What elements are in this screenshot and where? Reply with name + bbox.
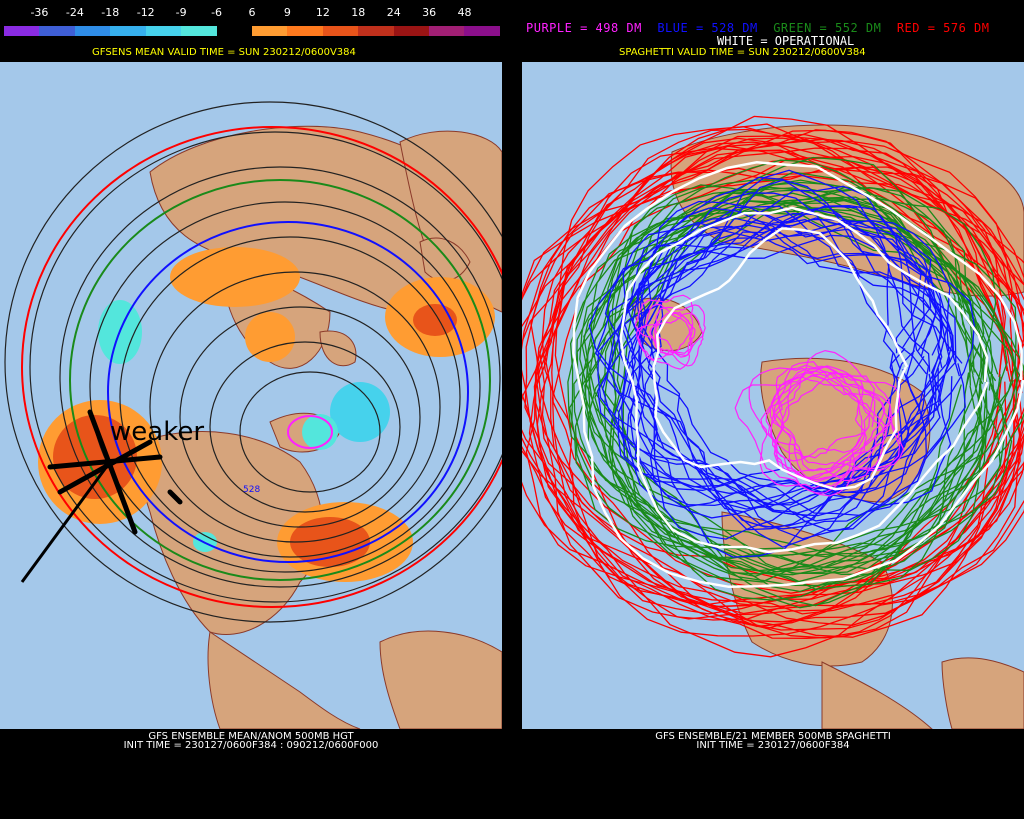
anomaly-colorbar: -36 -24 -18 -12 -9 -6 6 9 12 18 24 36 48: [4, 4, 500, 38]
colorbar-swatch: [181, 26, 217, 36]
colorbar-label: 9: [283, 6, 291, 19]
spaghetti-contour: [572, 161, 1024, 589]
colorbar-swatch: [145, 26, 182, 36]
spaghetti-contour: [533, 137, 1019, 615]
spaghetti-contour: [765, 361, 863, 462]
spaghetti-contour: [634, 294, 694, 356]
spaghetti-contour: [573, 186, 1001, 575]
spaghetti-contour: [539, 115, 1024, 620]
colorbar-labels: -36 -24 -18 -12 -9 -6 6 9 12 18 24 36 48: [4, 4, 500, 20]
colorbar-swatch: [110, 26, 146, 36]
legend-green: GREEN = 552 DM: [773, 21, 882, 35]
spaghetti-contour: [607, 205, 1018, 583]
colorbar-swatch: [322, 26, 359, 36]
spaghetti-contour: [636, 311, 696, 370]
spaghetti-contour: [613, 205, 935, 532]
spaghetti-contour: [522, 129, 1024, 638]
right-map: [522, 62, 1024, 729]
spaghetti-contour: [773, 371, 885, 482]
annotation-arrow: [20, 461, 112, 583]
right-valid-time-title: SPAGHETTI VALID TIME = SUN 230212/0600V3…: [619, 47, 866, 58]
colorbar-swatch: [4, 26, 40, 36]
colorbar-swatch: [216, 26, 252, 36]
colorbar-label: 6: [248, 6, 256, 19]
spaghetti-contour: [770, 367, 871, 459]
colorbar-label: -6: [211, 6, 223, 19]
spaghetti-plot: [522, 115, 1024, 729]
legend-blue: BLUE = 528 DM: [657, 21, 758, 35]
colorbar-swatches: [4, 26, 500, 36]
colorbar-label: -24: [65, 6, 84, 19]
colorbar-label: -12: [136, 6, 155, 19]
spaghetti-lines: [522, 115, 1024, 658]
spaghetti-contour: [551, 129, 1024, 589]
spaghetti-contour: [569, 156, 989, 575]
left-height-contours: [4, 101, 502, 623]
colorbar-label: 36: [422, 6, 437, 19]
panel-divider: [502, 0, 522, 819]
spaghetti-contour: [652, 227, 909, 491]
colorbar-label: -9: [175, 6, 187, 19]
legend-red: RED = 576 DM: [896, 21, 990, 35]
spaghetti-contour: [629, 179, 943, 494]
left-map: weaker 528: [0, 62, 502, 729]
spaghetti-contour: [581, 171, 975, 557]
legend-purple: PURPLE = 498 DM: [526, 21, 642, 35]
spaghetti-contour: [597, 217, 926, 516]
contour-legend: PURPLE = 498 DM BLUE = 528 DM GREEN = 55…: [526, 21, 990, 35]
spaghetti-contour: [530, 141, 1024, 637]
colorbar-label: 12: [315, 6, 330, 19]
right-panel: PURPLE = 498 DM BLUE = 528 DM GREEN = 55…: [522, 0, 1024, 819]
right-bottom-title-1: GFS ENSEMBLE/21 MEMBER 500MB SPAGHETTI: [655, 731, 891, 742]
colorbar-label: -36: [30, 6, 49, 19]
left-bottom-title-2: INIT TIME = 230127/0600F384 : 090212/060…: [123, 740, 379, 751]
spaghetti-contour: [760, 372, 867, 466]
spaghetti-contour: [770, 365, 901, 481]
colorbar-label: -18: [101, 6, 120, 19]
legend-white: WHITE = OPERATIONAL: [717, 34, 855, 48]
colorbar-label: 24: [386, 6, 401, 19]
colorbar-swatch: [251, 26, 288, 36]
spaghetti-contour: [522, 169, 1020, 658]
spaghetti-contour: [619, 206, 989, 554]
spaghetti-contour: [653, 312, 704, 367]
colorbar-swatch: [429, 26, 465, 36]
spaghetti-contour: [522, 147, 1024, 631]
spaghetti-contour: [637, 205, 957, 519]
colorbar-swatch: [74, 26, 111, 36]
left-green-contour: [69, 179, 491, 581]
spaghetti-contour: [638, 200, 956, 528]
spaghetti-contour: [621, 185, 966, 517]
contour-label-528: 528: [243, 485, 261, 495]
left-blue-contour: [107, 221, 469, 563]
colorbar-label: 48: [457, 6, 472, 19]
colorbar-swatch: [358, 26, 394, 36]
left-red-contour: [21, 126, 502, 608]
spaghetti-contour: [522, 123, 1011, 606]
spaghetti-contour: [524, 166, 1004, 630]
left-panel: -36 -24 -18 -12 -9 -6 6 9 12 18 24 36 48 GFSENS MEAN…: [0, 0, 502, 819]
colorbar-label: 18: [351, 6, 366, 19]
weaker-annotation: weaker: [110, 417, 205, 447]
spaghetti-contour: [595, 218, 922, 506]
spaghetti-contour: [603, 192, 988, 583]
colorbar-swatch: [464, 26, 500, 36]
left-bottom-title-1: GFS ENSEMBLE MEAN/ANOM 500MB HGT: [148, 731, 354, 742]
left-valid-time-title: GFSENS MEAN VALID TIME = SUN 230212/0600…: [92, 47, 356, 58]
left-purple-contour: [287, 415, 333, 449]
spaghetti-contour: [773, 376, 888, 483]
colorbar-swatch: [393, 26, 430, 36]
left-map-svg: [4, 101, 502, 729]
colorbar-swatch: [287, 26, 323, 36]
colorbar-swatch: [39, 26, 75, 36]
spaghetti-contour: [622, 212, 937, 495]
spaghetti-contour: [522, 133, 1004, 608]
right-bottom-title-2: INIT TIME = 230127/0600F384: [696, 740, 850, 751]
